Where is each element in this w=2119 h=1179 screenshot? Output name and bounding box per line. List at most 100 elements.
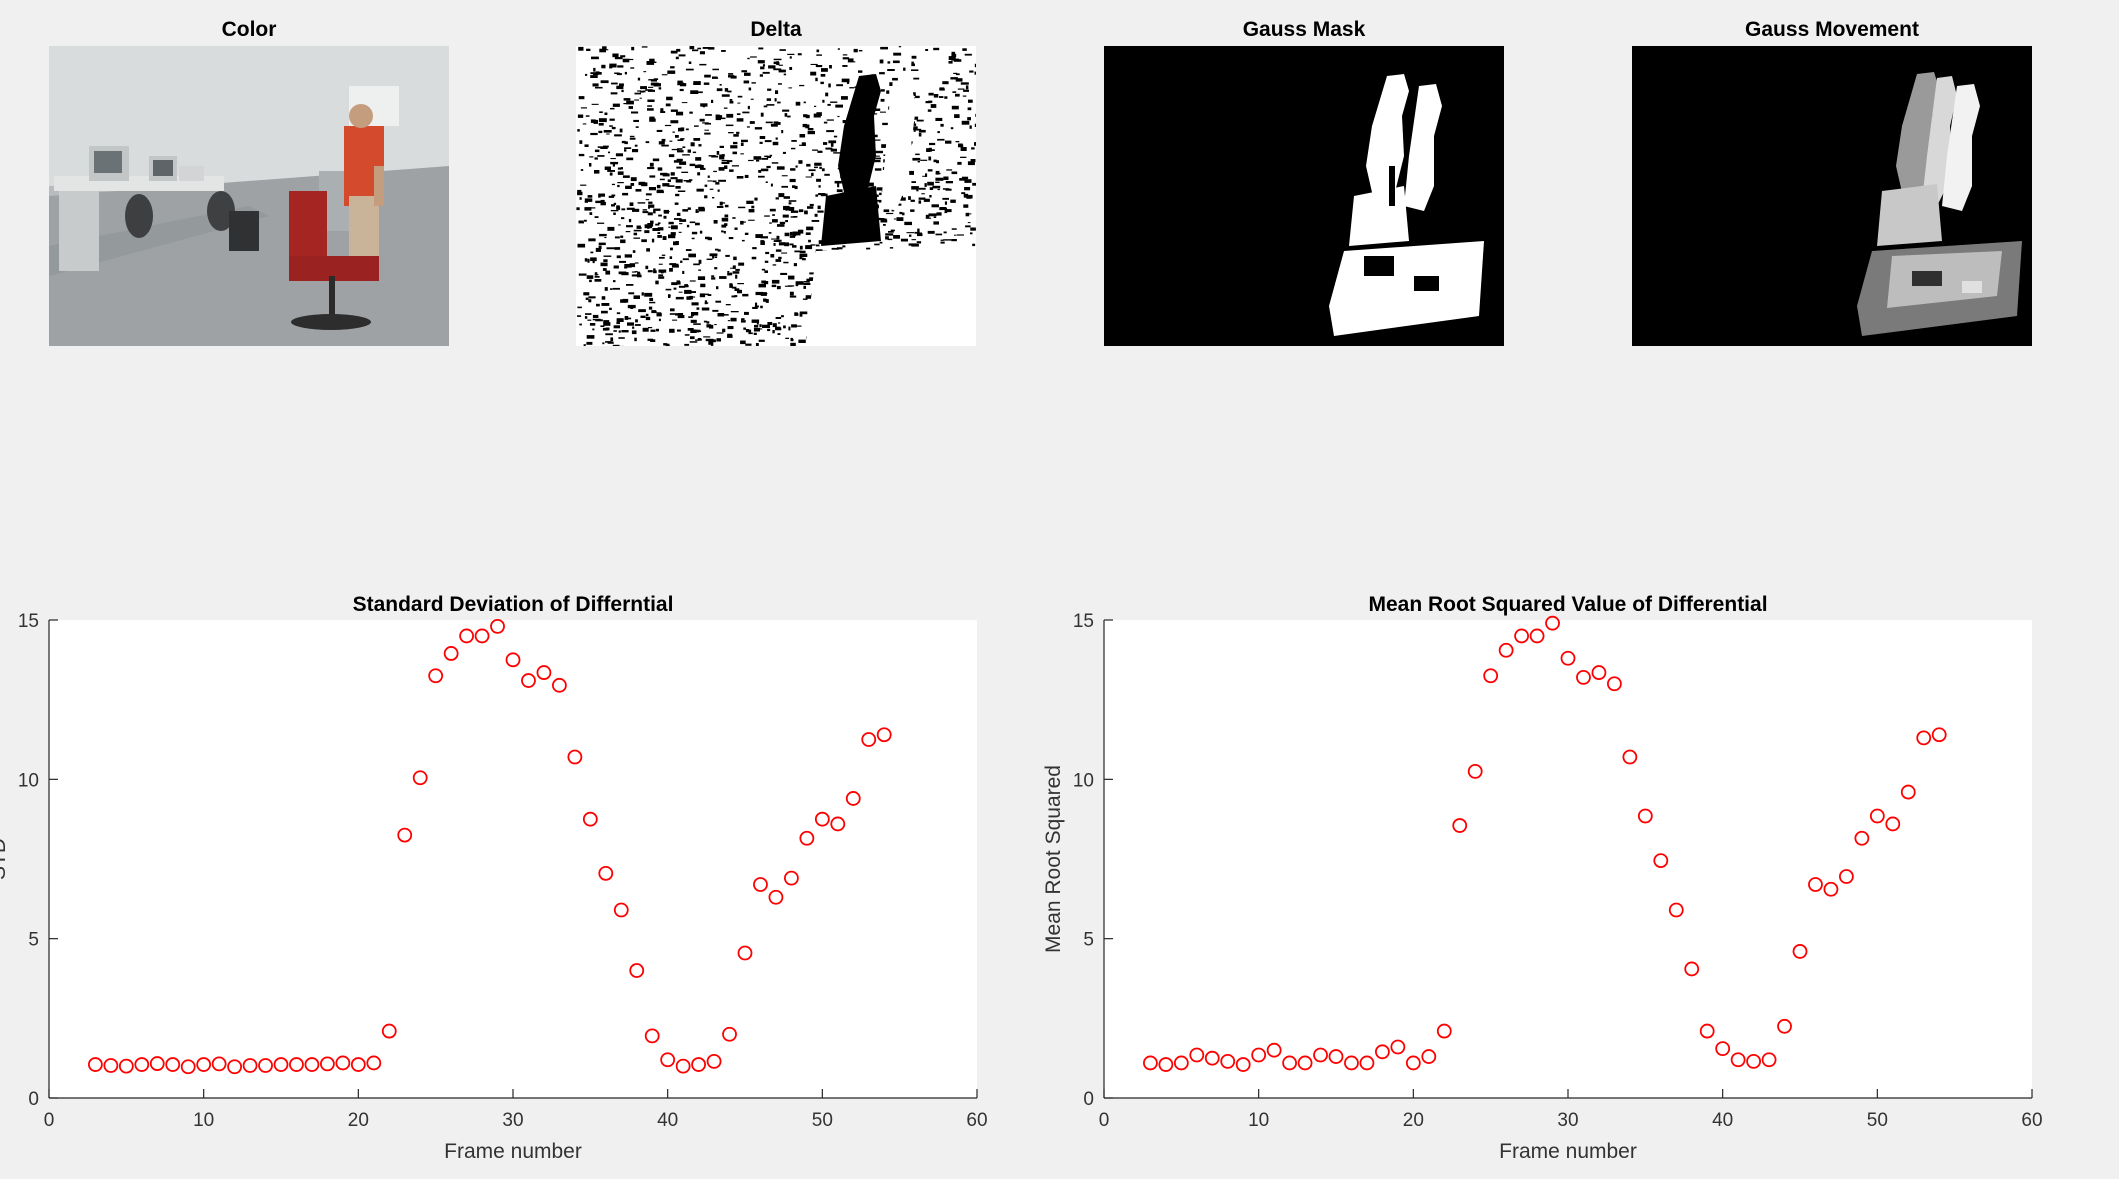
data-point bbox=[1251, 1047, 1267, 1063]
data-point bbox=[675, 1058, 691, 1074]
data-point bbox=[1266, 1042, 1282, 1058]
mean-root-squared-chart: 0 10 20 30 40 50 60 0 5 10 15 Mean Root Squared Val… bbox=[1042, 593, 2043, 1163]
gauss-movement-image bbox=[1632, 46, 2032, 346]
x-tick-label: 20 bbox=[348, 1110, 369, 1131]
plot-area bbox=[49, 620, 977, 1098]
data-point bbox=[1483, 668, 1499, 684]
x-tick-label: 30 bbox=[502, 1110, 523, 1131]
data-point bbox=[582, 811, 598, 827]
data-point bbox=[768, 889, 784, 905]
data-point bbox=[1498, 642, 1514, 658]
data-point bbox=[1514, 628, 1529, 644]
data-point bbox=[381, 1023, 397, 1039]
y-axis-label: Mean Root Squared bbox=[1042, 765, 1065, 953]
data-point bbox=[165, 1057, 181, 1072]
data-point bbox=[784, 870, 799, 886]
y-axis-label: STD bbox=[0, 838, 10, 880]
std-chart: 0 10 20 30 40 50 60 0 5 10 15 Standard Deviation of… bbox=[0, 593, 988, 1163]
data-point bbox=[1436, 1023, 1452, 1039]
data-point bbox=[1189, 1047, 1205, 1063]
data-point bbox=[1313, 1047, 1328, 1063]
data-point bbox=[335, 1055, 351, 1071]
data-point bbox=[397, 827, 413, 843]
data-point bbox=[1885, 816, 1901, 832]
data-point bbox=[350, 1057, 366, 1072]
data-point bbox=[1235, 1057, 1251, 1072]
data-point bbox=[1715, 1041, 1731, 1057]
y-tick-label: 10 bbox=[18, 770, 39, 791]
x-tick-label: 50 bbox=[1867, 1110, 1888, 1131]
data-point bbox=[644, 1028, 660, 1044]
data-point bbox=[1900, 784, 1916, 800]
y-tick-label: 0 bbox=[28, 1089, 39, 1110]
image-title: Color bbox=[221, 18, 277, 41]
x-tick-label: 0 bbox=[44, 1110, 55, 1131]
data-point bbox=[1931, 727, 1947, 743]
data-point bbox=[1622, 749, 1638, 765]
data-point bbox=[1204, 1050, 1220, 1066]
data-point bbox=[289, 1057, 304, 1072]
data-point bbox=[88, 1057, 103, 1072]
data-point bbox=[1405, 1055, 1421, 1071]
data-point bbox=[211, 1056, 227, 1072]
data-point bbox=[505, 652, 521, 668]
data-point bbox=[1576, 669, 1591, 685]
data-point bbox=[149, 1056, 165, 1071]
image-panel-color: Color bbox=[49, 0, 449, 348]
data-point bbox=[304, 1057, 320, 1072]
data-point bbox=[319, 1056, 335, 1072]
data-point bbox=[1297, 1055, 1313, 1071]
data-point bbox=[1668, 902, 1684, 918]
data-point bbox=[567, 749, 583, 765]
data-point bbox=[273, 1057, 289, 1072]
data-point bbox=[428, 668, 444, 684]
gauss-mask-image bbox=[1104, 46, 1504, 346]
data-point bbox=[799, 830, 815, 846]
image-panel-gauss-mask: Gauss Mask bbox=[1104, 0, 1504, 348]
data-point bbox=[1359, 1055, 1375, 1071]
chart-title: Standard Deviation of Differntial bbox=[353, 593, 674, 616]
data-point bbox=[1344, 1055, 1359, 1071]
data-point bbox=[1560, 650, 1576, 666]
data-point bbox=[118, 1058, 134, 1074]
data-point bbox=[412, 770, 428, 786]
data-point bbox=[861, 732, 877, 747]
data-point bbox=[180, 1059, 196, 1075]
data-point bbox=[1916, 730, 1932, 746]
data-point bbox=[706, 1053, 722, 1069]
data-point bbox=[1173, 1055, 1189, 1071]
y-tick-label: 10 bbox=[1073, 770, 1094, 791]
data-point bbox=[1282, 1055, 1297, 1071]
data-point bbox=[1792, 944, 1808, 959]
data-point bbox=[196, 1057, 212, 1072]
data-point bbox=[134, 1057, 150, 1072]
x-tick-label: 10 bbox=[193, 1110, 214, 1131]
data-point bbox=[830, 816, 846, 832]
x-tick-label: 10 bbox=[1248, 1110, 1269, 1131]
image-panel-gauss-movement: Gauss Movement bbox=[1632, 0, 2032, 348]
color-frame-image bbox=[49, 46, 449, 346]
data-point bbox=[737, 945, 753, 961]
data-point bbox=[366, 1055, 382, 1071]
image-title: Gauss Movement bbox=[1745, 18, 1919, 41]
chart-title: Mean Root Squared Value of Differential bbox=[1368, 593, 1767, 616]
data-point bbox=[1390, 1039, 1406, 1055]
data-point bbox=[258, 1058, 273, 1073]
x-tick-label: 60 bbox=[966, 1110, 987, 1131]
data-point bbox=[242, 1058, 258, 1073]
data-point bbox=[1699, 1023, 1715, 1039]
data-point bbox=[1777, 1018, 1792, 1034]
data-point bbox=[753, 877, 768, 892]
data-point bbox=[536, 665, 552, 680]
data-point bbox=[1452, 818, 1468, 833]
data-point bbox=[1591, 665, 1607, 680]
data-point bbox=[1839, 869, 1854, 884]
data-point bbox=[443, 646, 459, 661]
x-tick-label: 20 bbox=[1403, 1110, 1424, 1131]
data-point bbox=[598, 865, 614, 881]
data-point bbox=[660, 1052, 676, 1068]
data-point bbox=[876, 727, 892, 743]
x-tick-label: 40 bbox=[657, 1110, 678, 1131]
data-point bbox=[613, 902, 629, 918]
data-point bbox=[1854, 830, 1870, 846]
